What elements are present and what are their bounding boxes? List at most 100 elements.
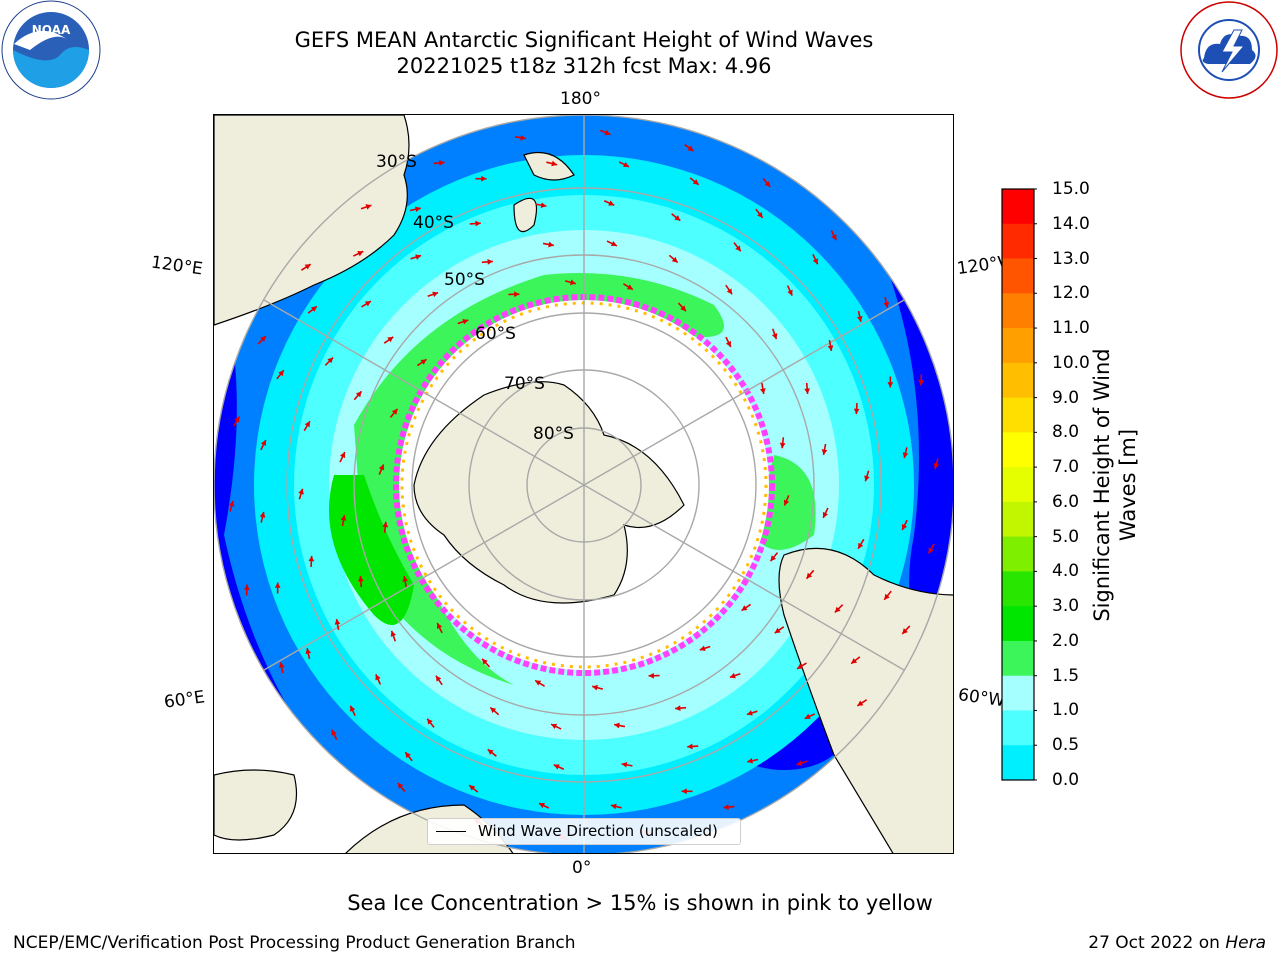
lon-label-120e: 120°E [149, 252, 204, 280]
legend-label: Wind Wave Direction (unscaled) [478, 822, 718, 840]
map-panel [213, 114, 954, 854]
map-legend: Wind Wave Direction (unscaled) [427, 818, 741, 845]
colorbar-tick-label: 1.5 [1052, 665, 1080, 686]
wave-direction-arrowhead [365, 204, 372, 210]
wave-direction-arrowhead [812, 258, 818, 265]
wave-direction-arrowhead [260, 439, 267, 446]
wave-direction-arrowhead [304, 264, 311, 270]
wave-direction-arrowhead [278, 662, 285, 669]
wave-direction-arrowhead [723, 804, 729, 810]
wave-direction-arrowhead [797, 663, 804, 669]
wave-direction-arrowhead [397, 782, 404, 789]
wave-direction-arrowhead [259, 511, 266, 518]
wave-direction-arrowhead [746, 710, 753, 716]
wave-direction-arrowhead [614, 722, 620, 729]
footer-date-text: 27 Oct 2022 on [1088, 933, 1226, 953]
colorbar-tick-label: 11.0 [1052, 318, 1090, 339]
wave-direction-arrowhead [783, 499, 790, 506]
wave-direction-arrowhead [334, 619, 341, 625]
wave-direction-arrowhead [725, 340, 732, 347]
colorbar-cell [1002, 223, 1034, 260]
colorbar-tick-label: 9.0 [1052, 387, 1080, 408]
wave-direction-arrowhead [308, 555, 315, 562]
graticule [214, 115, 953, 853]
wave-direction-arrowhead [857, 700, 864, 706]
wave-direction-arrowhead [779, 442, 786, 449]
wave-direction-arrowhead [487, 749, 494, 755]
wave-direction-arrowhead [687, 145, 694, 152]
wave-direction-arrowhead [304, 421, 310, 428]
wave-direction-arrowhead [626, 284, 633, 290]
footer-host: Hera [1225, 933, 1266, 953]
wave-direction-arrowhead [675, 705, 681, 712]
wave-direction-arrowhead [331, 729, 337, 736]
wave-direction-arrowhead [771, 333, 778, 340]
colorbar-tick-label: 15.0 [1052, 179, 1090, 199]
sea-ice-note: Sea Ice Concentration > 15% is shown in … [347, 891, 933, 915]
wave-direction-arrowhead [487, 258, 493, 265]
wave-direction-arrowhead [804, 713, 811, 719]
wave-direction-arrowhead [274, 582, 281, 588]
wave-direction-arrowhead [623, 161, 630, 168]
colorbar-tick-label: 1.0 [1052, 700, 1080, 721]
wave-direction-arrowhead [436, 623, 443, 630]
wave-direction-arrowhead [551, 723, 558, 730]
nws-logo [1180, 1, 1278, 99]
wave-direction-arrowhead [806, 572, 813, 579]
wave-direction-arrowhead [796, 760, 803, 766]
wave-direction-arrowhead [432, 291, 439, 298]
lon-label-180: 180° [560, 89, 601, 109]
colorbar-cell [1002, 536, 1034, 572]
colorbar-tick-label: 0.5 [1052, 735, 1080, 756]
wave-direction-arrowhead [822, 511, 829, 518]
wave-direction-arrowhead [764, 181, 771, 188]
wave-direction-arrowhead [364, 301, 371, 307]
wave-direction-arrowhead [553, 764, 560, 770]
wave-direction-arrowhead [729, 672, 736, 679]
colorbar-tick-label: 2.0 [1052, 630, 1080, 651]
colorbar-tick-label: 5.0 [1052, 526, 1080, 547]
wave-direction-arrowhead [490, 707, 497, 714]
colorbar-cell [1002, 606, 1034, 642]
chart-subtitle: 20221025 t18z 312h fcst Max: 4.96 [396, 54, 772, 78]
wave-direction-arrowhead [856, 316, 863, 322]
colorbar-tick-label: 14.0 [1052, 213, 1090, 234]
wave-direction-arrowhead [462, 318, 469, 325]
lat-label-70s: 70°S [504, 374, 545, 394]
lat-label-50s: 50°S [444, 270, 485, 290]
wave-direction-arrowhead [378, 464, 385, 471]
wave-direction-arrowhead [355, 391, 362, 398]
chart-title: GEFS MEAN Antarctic Significant Height o… [294, 28, 874, 52]
wave-direction-arrowhead [327, 357, 334, 364]
wave-direction-arrowhead [760, 388, 766, 394]
footer-date: 27 Oct 2022 on Hera [1088, 933, 1266, 953]
legend-line-sample [436, 831, 466, 832]
wave-direction-arrowhead [402, 576, 408, 582]
wave-direction-arrowhead [548, 241, 554, 248]
wave-direction-arrowhead [405, 752, 411, 759]
wave-direction-arrowhead [770, 555, 777, 562]
footer-credit: NCEP/EMC/Verification Post Processing Pr… [13, 933, 576, 953]
colorbar-tick-label: 12.0 [1052, 283, 1090, 304]
wave-direction-arrowhead [469, 785, 476, 791]
lat-label-60s: 60°S [475, 324, 516, 344]
wave-direction-arrowhead [726, 288, 733, 295]
wave-direction-arrowhead [278, 370, 284, 377]
wave-direction-arrowhead [735, 245, 741, 252]
wave-direction-arrowhead [687, 743, 693, 750]
wave-direction-arrowhead [853, 408, 860, 415]
wave-direction-arrowhead [699, 645, 706, 652]
wave-direction-arrowhead [298, 488, 304, 495]
colorbar-cell [1002, 397, 1034, 433]
wave-direction-arrowhead [827, 345, 834, 351]
colorbar-cell [1002, 675, 1034, 711]
colorbar-cell [1002, 501, 1034, 538]
colorbar-tick-label: 10.0 [1052, 352, 1090, 373]
colorbar-cell [1002, 362, 1034, 399]
wave-direction-arrowhead [234, 416, 240, 423]
wave-direction-arrowhead [435, 675, 442, 682]
wave-direction-arrowhead [260, 336, 266, 342]
wave-direction-arrowhead [804, 388, 811, 394]
wave-direction-arrowhead [680, 305, 686, 312]
noaa-logo-text: NOAA [32, 23, 71, 37]
